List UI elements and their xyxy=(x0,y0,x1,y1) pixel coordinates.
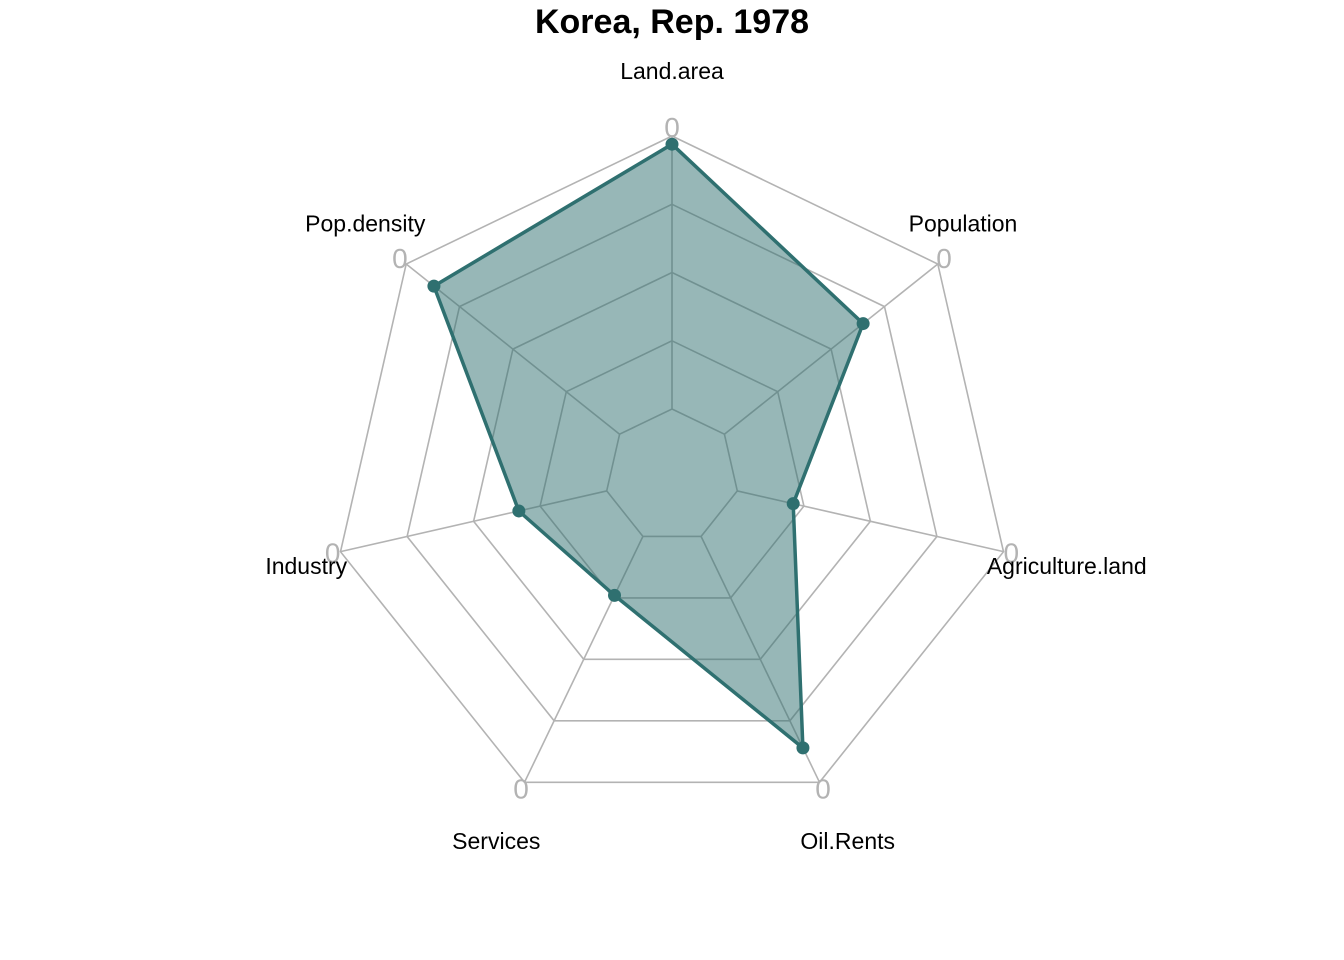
tick-label: 0 xyxy=(325,537,341,568)
data-point-population xyxy=(856,317,870,331)
axis-label-industry: Industry xyxy=(265,553,347,579)
data-point-industry xyxy=(512,504,526,518)
axis-label-oil-rents: Oil.Rents xyxy=(800,828,895,854)
tick-label: 0 xyxy=(664,112,680,143)
data-point-pop-density xyxy=(427,279,441,293)
axis-labels: 0 0 0 0 0 0 0 Land.area Population Agriculture.la… xyxy=(265,58,1146,854)
tick-label: 0 xyxy=(936,243,952,274)
tick-label: 0 xyxy=(513,774,529,805)
axis-label-land-area: Land.area xyxy=(620,58,724,84)
tick-label: 0 xyxy=(815,774,831,805)
grid-ring-5 xyxy=(339,135,1005,784)
axis-label-services: Services xyxy=(452,828,540,854)
data-point-services xyxy=(608,588,622,602)
series-area xyxy=(431,142,866,752)
axis-label-population: Population xyxy=(909,210,1018,236)
grid-ring-4 xyxy=(406,203,938,722)
axis-label-pop-density: Pop.density xyxy=(305,210,426,236)
tick-label: 0 xyxy=(1003,537,1019,568)
data-point-oil-rents xyxy=(796,741,810,755)
data-point-land-area xyxy=(665,137,679,151)
chart-title: Korea, Rep. 1978 xyxy=(535,3,809,41)
axis-label-agriculture-land: Agriculture.land xyxy=(987,553,1147,579)
series-layer xyxy=(427,137,870,755)
tick-label: 0 xyxy=(392,243,408,274)
data-point-agriculture-land xyxy=(786,497,800,511)
